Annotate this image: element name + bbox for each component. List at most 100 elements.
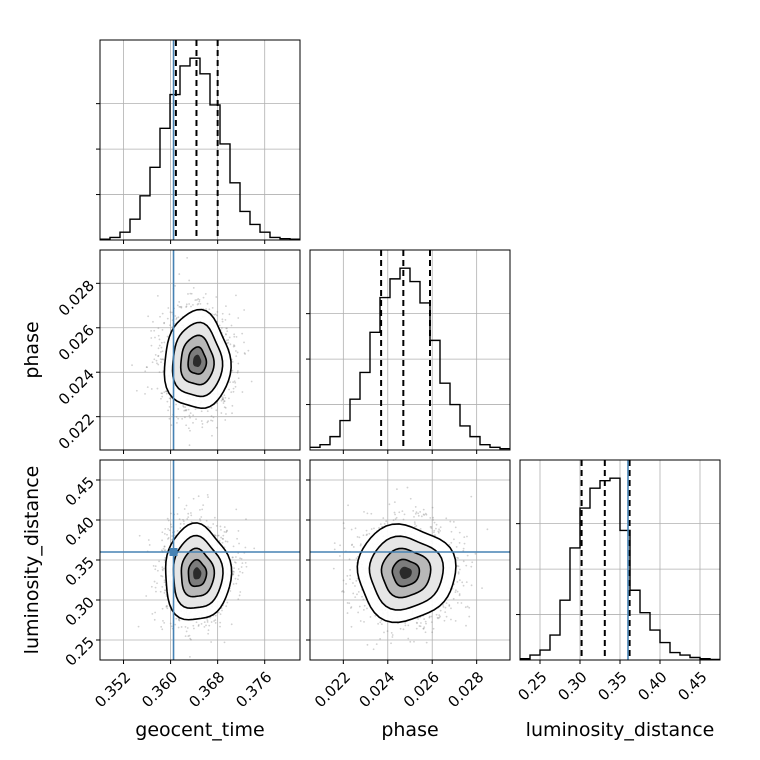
sample-point <box>201 423 204 425</box>
sample-point <box>190 292 193 295</box>
sample-point <box>213 620 215 622</box>
sample-point <box>250 380 253 383</box>
sample-point <box>199 519 202 522</box>
sample-point <box>414 512 417 515</box>
sample-point <box>350 528 353 531</box>
sample-point <box>159 358 162 360</box>
sample-point <box>170 525 173 528</box>
sample-point <box>366 643 369 646</box>
y-axis-label-phase: phase <box>21 321 43 378</box>
sample-point <box>338 555 341 557</box>
sample-point <box>409 497 412 500</box>
y-tick-label: 0.25 <box>62 633 98 669</box>
sample-point <box>182 404 184 407</box>
sample-point <box>418 625 421 627</box>
sample-point <box>358 605 361 608</box>
sample-point <box>178 305 181 308</box>
sample-point <box>457 572 460 575</box>
sample-point <box>221 397 224 400</box>
sample-point <box>195 418 197 421</box>
sample-point <box>348 602 351 605</box>
sample-point <box>437 531 440 534</box>
sample-point <box>452 520 455 523</box>
sample-point <box>481 587 483 590</box>
sample-point <box>220 536 223 539</box>
sample-point <box>164 589 166 592</box>
sample-point <box>229 590 232 592</box>
histogram-phase <box>310 267 510 450</box>
sample-point <box>166 605 169 608</box>
sample-point <box>177 316 180 319</box>
sample-point <box>236 537 238 540</box>
sample-point <box>163 559 166 562</box>
x-axis-label-luminosity_distance: luminosity_distance <box>526 719 715 741</box>
sample-point <box>223 526 226 528</box>
sample-point <box>227 339 230 341</box>
sample-point <box>412 509 415 512</box>
density-contour <box>187 558 208 588</box>
sample-point <box>433 529 436 532</box>
sample-point <box>163 391 166 394</box>
sample-point <box>363 604 366 607</box>
sample-point <box>192 304 194 306</box>
sample-point <box>182 520 185 523</box>
sample-point <box>154 568 157 571</box>
sample-point <box>207 525 209 528</box>
sample-point <box>235 294 237 297</box>
sample-point <box>232 570 235 573</box>
sample-point <box>232 545 235 548</box>
sample-point <box>157 347 160 350</box>
sample-point <box>168 417 171 420</box>
sample-point <box>231 404 234 407</box>
sample-point <box>362 598 365 601</box>
sample-point <box>169 324 171 327</box>
sample-point <box>454 619 457 622</box>
sample-point <box>457 557 460 560</box>
sample-point <box>450 618 452 621</box>
sample-point <box>456 581 459 583</box>
sample-point <box>214 622 217 624</box>
sample-point <box>424 631 427 634</box>
density-contour <box>391 558 421 588</box>
sample-point <box>210 526 212 529</box>
y-tick-label: 0.35 <box>62 553 98 589</box>
sample-point <box>243 309 246 311</box>
sample-point <box>416 622 418 625</box>
sample-point <box>175 403 177 406</box>
sample-point <box>146 366 148 369</box>
sample-point <box>166 607 169 610</box>
sample-point <box>373 527 375 530</box>
sample-point <box>180 305 183 308</box>
y-tick-label: 0.028 <box>55 277 98 320</box>
sample-point <box>464 606 467 609</box>
sample-point <box>170 512 172 515</box>
sample-point <box>167 536 170 539</box>
sample-point <box>406 486 409 489</box>
sample-point <box>420 622 422 624</box>
sample-point <box>439 529 442 532</box>
sample-point <box>457 565 460 568</box>
sample-point <box>221 312 224 315</box>
sample-point <box>189 429 191 432</box>
sample-point <box>413 521 416 524</box>
sample-point <box>393 511 396 514</box>
sample-point <box>147 315 150 318</box>
sample-point <box>454 591 457 593</box>
sample-point <box>164 549 167 552</box>
sample-point <box>151 361 154 364</box>
sample-point <box>409 640 412 643</box>
sample-point <box>168 397 171 400</box>
sample-point <box>515 549 517 551</box>
sample-point <box>378 527 380 529</box>
sample-point <box>231 412 233 415</box>
sample-point <box>470 495 473 498</box>
sample-point <box>460 602 463 604</box>
sample-point <box>422 513 425 516</box>
sample-point <box>241 391 244 393</box>
sample-point <box>211 306 214 309</box>
sample-point <box>413 640 415 643</box>
sample-point <box>174 623 177 626</box>
sample-point <box>219 621 222 624</box>
sample-point <box>153 358 156 361</box>
sample-point <box>365 529 368 532</box>
